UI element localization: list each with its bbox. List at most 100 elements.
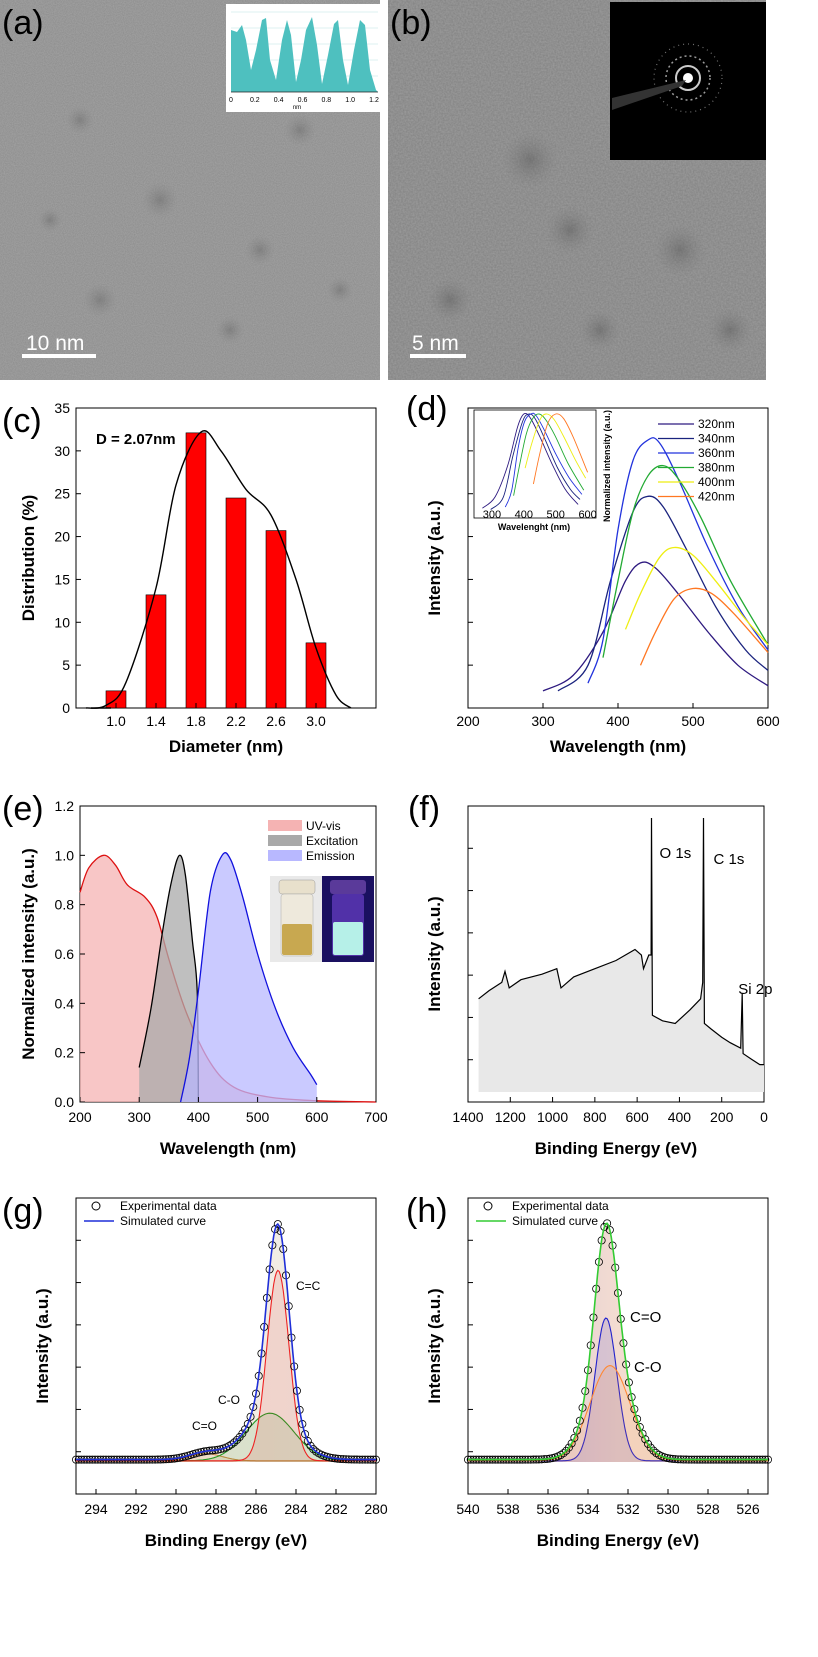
legend-label-d: 400nm [698,475,735,489]
data-point-h [641,1435,650,1444]
bar-c [225,497,247,709]
panel-c: (c) 0 5 10 15 20 25 30 35 1.0 1.4 1.8 2.2 2.6 3.0 D … [2,400,377,756]
y-ticks-c: 0 5 10 15 20 25 30 35 [54,400,81,716]
legend-label-e: Emission [306,849,355,863]
x-tick-label-g: 282 [324,1501,348,1517]
legend-label-e: Excitation [306,834,358,848]
y-label-g: Intensity (a.u.) [33,1288,52,1403]
lines-d [542,437,769,692]
x-tick-label-e: 600 [305,1109,329,1125]
data-point-h [633,1414,642,1423]
inset-tick-label-d: 500 [547,509,565,521]
x-tick-label-d: 500 [681,713,705,729]
x-tick-label-c: 1.0 [106,713,126,729]
legend-label-h: Experimental data [512,1199,609,1213]
annotations-h: C=O C-O [630,1309,662,1376]
data-point-g [243,1419,252,1428]
x-tick-label-g: 294 [84,1501,108,1517]
x-ticks-g: 294 292 290 288 286 284 282 280 [84,1489,388,1517]
x-label-d: Wavelength (nm) [550,737,686,756]
panel-letter-g: (g) [2,1192,44,1230]
series-line-d [639,587,769,666]
inset-line-d [513,413,585,496]
scale-bar-b [410,354,466,358]
panel-letter-f: (f) [408,790,440,828]
x-tick-label-f: 0 [760,1109,768,1125]
scale-label-b: 5 nm [412,332,459,355]
legend-marker-h [483,1201,493,1211]
data-point-g [309,1445,318,1454]
inset-tick-label-a: 0 [229,97,233,104]
y-tick-label-c: 20 [54,529,70,545]
envelope-fill-g [76,1224,376,1462]
y-label-e: Normalized intensity (a.u.) [19,848,38,1060]
y-ticks-g [76,1197,81,1495]
simulated-curve-g [76,1222,376,1461]
bars-c [91,432,327,709]
tem-particles-b [428,132,752,352]
x-tick-label-e: 300 [128,1109,152,1125]
x-label-c: Diameter (nm) [169,737,283,756]
area-line-e [138,854,200,1103]
panel-letter-c: (c) [2,402,42,440]
x-label-g: Binding Energy (eV) [145,1531,307,1550]
data-point-g [273,1220,282,1229]
inset-line-d [482,412,579,509]
data-point-g [301,1430,310,1439]
inset-tick-label-a: 0.8 [321,97,331,104]
plot-frame-f [467,805,765,1103]
panel-e: (e) 0.0 0.2 0.4 0.6 0.8 1.0 1.2 200 300 400 500 60… [2,790,388,1158]
areas-e [79,852,377,1103]
x-ticks-d: 200 300 400 500 600 [456,703,780,729]
inset-tick-label-a: 0.2 [250,97,260,104]
annotation-h: C-O [634,1359,662,1376]
survey-line-f [478,817,764,1066]
x-tick-label-f: 1200 [495,1109,526,1125]
data-point-g [227,1440,236,1449]
series-line-d [587,437,769,684]
scale-bar-a [22,354,96,358]
data-point-h [567,1439,576,1448]
x-tick-label-h: 526 [736,1501,760,1517]
data-point-h [646,1443,655,1452]
y-tick-label-c: 5 [62,657,70,673]
x-tick-label-d: 200 [456,713,480,729]
panel-letter-h: (h) [406,1192,448,1230]
area-fill-e [139,855,199,1102]
x-tick-label-f: 600 [625,1109,649,1125]
inset-tick-label-d: 400 [515,509,533,521]
x-tick-label-e: 400 [187,1109,211,1125]
peak-fill-g [76,1413,376,1462]
data-point-h [559,1449,568,1458]
x-ticks-e: 200 300 400 500 600 700 [68,1097,388,1125]
data-point-h [635,1423,644,1432]
x-tick-label-c: 2.2 [226,713,246,729]
x-tick-label-f: 800 [583,1109,607,1125]
annotation-g: C=O [192,1419,217,1433]
data-point-h [630,1405,639,1414]
data-point-h [564,1443,573,1452]
x-tick-label-f: 1000 [537,1109,568,1125]
annotation-h: C=O [630,1309,661,1326]
data-point-g [232,1435,241,1444]
x-tick-label-g: 280 [364,1501,388,1517]
panel-b: (b) 5 nm [388,0,766,380]
legend-label-d: 380nm [698,461,735,475]
inset-tick-label-d: 300 [483,509,501,521]
y-tick-label-c: 35 [54,400,70,416]
panel-letter-b: (b) [390,4,432,42]
panel-letter-e: (e) [2,790,44,828]
y-label-h: Intensity (a.u.) [425,1288,444,1403]
bar-c [265,530,287,709]
y-tick-label-e: 0.8 [55,897,75,913]
plot-frame-h [467,1197,769,1495]
data-point-h [570,1433,579,1442]
inset-tick-label-a: 0.4 [274,97,284,104]
x-tick-label-d: 400 [606,713,630,729]
x-tick-label-e: 500 [246,1109,270,1125]
x-tick-label-g: 288 [204,1501,228,1517]
x-label-e: Wavelength (nm) [160,1139,296,1158]
survey-area-f [478,818,764,1092]
